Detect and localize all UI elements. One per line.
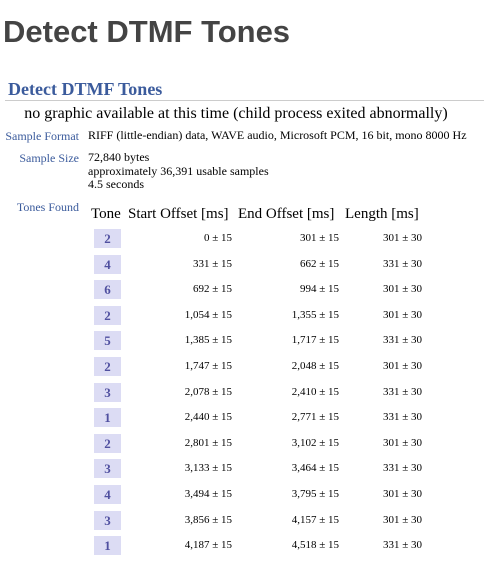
length-cell: 331 ± 30 [382,539,422,552]
length-cell: 301 ± 30 [382,360,422,372]
tones-found-label: Tones Found [16,200,79,214]
sample-size-seconds: 4.5 seconds [88,177,144,191]
section-title: Detect DTMF Tones [8,79,163,99]
header-tone: Tone [91,206,121,222]
sample-format-label: Sample Format [5,129,79,143]
start-offset-cell: 2,078 ± 15 [184,385,232,398]
length-cell: 301 ± 30 [382,488,422,500]
table-row: 3 3,856 ± 15 4,157 ± 15 301 ± 30 [0,508,484,532]
length-cell: 301 ± 30 [382,232,422,244]
tone-cell: 3 [94,382,121,402]
end-offset-cell: 994 ± 15 [299,283,339,296]
start-offset-cell: 4,187 ± 15 [184,539,232,552]
end-offset-cell: 3,102 ± 15 [291,436,339,449]
start-offset-cell: 1,747 ± 15 [184,360,232,372]
page-title: Detect DTMF Tones [3,14,291,49]
end-offset-cell: 1,355 ± 15 [291,308,339,321]
table-row: 2 1,054 ± 15 1,355 ± 15 301 ± 30 [0,303,484,327]
table-row: 2 0 ± 15 301 ± 15 301 ± 30 [0,226,484,250]
start-offset-cell: 1,385 ± 15 [184,334,232,347]
length-cell: 331 ± 30 [382,257,422,270]
sample-size-usable: approximately 36,391 usable samples [88,164,269,178]
tone-cell: 2 [94,305,121,325]
table-row: 6 692 ± 15 994 ± 15 301 ± 30 [0,277,484,301]
end-offset-cell: 1,717 ± 15 [291,334,339,347]
tone-cell: 1 [94,408,121,428]
tone-cell: 6 [94,280,121,300]
table-row: 1 2,440 ± 15 2,771 ± 15 331 ± 30 [0,405,484,429]
section-divider [5,100,484,101]
header-length: Length [ms] [345,206,419,222]
end-offset-cell: 3,795 ± 15 [291,488,339,500]
tone-cell: 4 [94,254,121,274]
start-offset-cell: 3,494 ± 15 [184,488,232,500]
header-end-offset: End Offset [ms] [238,206,335,222]
tone-cell: 3 [94,459,121,479]
table-row: 5 1,385 ± 15 1,717 ± 15 331 ± 30 [0,328,484,352]
start-offset-cell: 2,801 ± 15 [184,436,232,449]
tone-cell: 4 [94,485,121,504]
start-offset-cell: 3,856 ± 15 [184,513,232,526]
table-row: 3 2,078 ± 15 2,410 ± 15 331 ± 30 [0,380,484,404]
table-row: 2 1,747 ± 15 2,048 ± 15 301 ± 30 [0,354,484,378]
tone-cell: 2 [94,229,121,248]
end-offset-cell: 2,410 ± 15 [291,385,339,398]
length-cell: 301 ± 30 [382,513,422,526]
tone-cell: 1 [94,536,121,556]
tone-cell: 3 [94,510,121,530]
sample-size-label: Sample Size [19,151,79,165]
header-start-offset: Start Offset [ms] [128,206,229,222]
end-offset-cell: 301 ± 15 [299,232,339,244]
length-cell: 331 ± 30 [382,411,422,424]
length-cell: 331 ± 30 [382,462,422,475]
tone-cell: 2 [94,433,121,453]
end-offset-cell: 2,771 ± 15 [291,411,339,424]
length-cell: 301 ± 30 [382,308,422,321]
end-offset-cell: 4,157 ± 15 [291,513,339,526]
length-cell: 331 ± 30 [382,334,422,347]
length-cell: 301 ± 30 [382,283,422,296]
table-row: 1 4,187 ± 15 4,518 ± 15 331 ± 30 [0,533,484,557]
end-offset-cell: 4,518 ± 15 [291,539,339,552]
length-cell: 331 ± 30 [382,385,422,398]
sample-size-bytes: 72,840 bytes [88,150,150,164]
graphic-unavailable-message: no graphic available at this time (child… [24,105,448,122]
tone-cell: 5 [94,331,121,351]
start-offset-cell: 692 ± 15 [192,283,232,296]
table-row: 4 331 ± 15 662 ± 15 331 ± 30 [0,252,484,276]
table-row: 4 3,494 ± 15 3,795 ± 15 301 ± 30 [0,482,484,506]
length-cell: 301 ± 30 [382,436,422,449]
start-offset-cell: 0 ± 15 [203,232,232,244]
table-row: 3 3,133 ± 15 3,464 ± 15 331 ± 30 [0,456,484,480]
start-offset-cell: 3,133 ± 15 [184,462,232,475]
end-offset-cell: 2,048 ± 15 [291,360,339,372]
end-offset-cell: 3,464 ± 15 [291,462,339,475]
start-offset-cell: 331 ± 15 [192,257,232,270]
table-row: 2 2,801 ± 15 3,102 ± 15 301 ± 30 [0,431,484,455]
start-offset-cell: 2,440 ± 15 [184,411,232,424]
end-offset-cell: 662 ± 15 [299,257,339,270]
tone-cell: 2 [94,357,121,376]
start-offset-cell: 1,054 ± 15 [184,308,232,321]
sample-format-value: RIFF (little-endian) data, WAVE audio, M… [88,128,467,142]
